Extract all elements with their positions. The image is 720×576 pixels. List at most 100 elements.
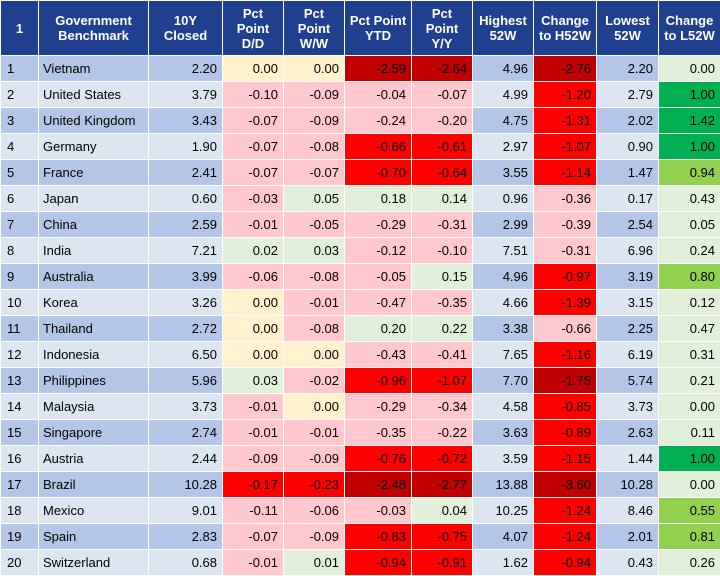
cell-yy: -0.61: [411, 133, 473, 160]
cell-benchmark: Indonesia: [38, 341, 149, 368]
cell-low: 0.90: [596, 133, 659, 160]
cell-yy: -0.64: [411, 159, 473, 186]
table-row: 13 Philippines 5.96 0.03 -0.02 -0.96 -1.07 7.70…: [0, 367, 720, 394]
cell-closed: 1.90: [148, 133, 223, 160]
cell-ww: 0.00: [283, 55, 345, 82]
cell-high: 4.07: [472, 523, 534, 550]
cell-benchmark: Brazil: [38, 471, 149, 498]
cell-dd: -0.03: [222, 185, 284, 212]
cell-yy: 0.22: [411, 315, 473, 342]
cell-closed: 10.28: [148, 471, 223, 498]
cell-ytd: -0.70: [344, 159, 412, 186]
cell-low: 1.44: [596, 445, 659, 472]
cell-chl: 0.47: [658, 315, 720, 342]
cell-benchmark: Vietnam: [38, 55, 149, 82]
table-row: 8 India 7.21 0.02 0.03 -0.12 -0.10 7.51 -0.31 6.9…: [0, 237, 720, 264]
cell-index: 7: [0, 211, 39, 238]
cell-high: 10.25: [472, 497, 534, 524]
cell-benchmark: Switzerland: [38, 549, 149, 576]
cell-high: 4.96: [472, 55, 534, 82]
cell-chh: -1.14: [533, 159, 597, 186]
cell-high: 3.59: [472, 445, 534, 472]
cell-dd: -0.07: [222, 523, 284, 550]
cell-chl: 0.43: [658, 185, 720, 212]
cell-dd: 0.00: [222, 289, 284, 316]
cell-ytd: -0.83: [344, 523, 412, 550]
cell-yy: -2.77: [411, 471, 473, 498]
cell-index: 13: [0, 367, 39, 394]
header-high: Highest 52W: [472, 0, 534, 56]
cell-closed: 2.44: [148, 445, 223, 472]
cell-benchmark: China: [38, 211, 149, 238]
cell-low: 2.25: [596, 315, 659, 342]
cell-index: 3: [0, 107, 39, 134]
cell-chh: -1.24: [533, 523, 597, 550]
cell-index: 11: [0, 315, 39, 342]
table-row: 10 Korea 3.26 0.00 -0.01 -0.47 -0.35 4.66 -1.39 3…: [0, 289, 720, 316]
cell-high: 3.63: [472, 419, 534, 446]
cell-yy: -0.72: [411, 445, 473, 472]
header-closed: 10Y Closed: [148, 0, 223, 56]
table-row: 16 Austria 2.44 -0.09 -0.09 -0.76 -0.72 3.59 -1.…: [0, 445, 720, 472]
table-row: 18 Mexico 9.01 -0.11 -0.06 -0.03 0.04 10.25 -1.2…: [0, 497, 720, 524]
cell-index: 15: [0, 419, 39, 446]
cell-dd: -0.10: [222, 81, 284, 108]
table-row: 14 Malaysia 3.73 -0.01 0.00 -0.29 -0.34 4.58 -0.…: [0, 393, 720, 420]
cell-ww: 0.01: [283, 549, 345, 576]
cell-high: 4.75: [472, 107, 534, 134]
table-row: 2 United States 3.79 -0.10 -0.09 -0.04 -0.07 4.…: [0, 81, 720, 108]
cell-index: 4: [0, 133, 39, 160]
cell-dd: -0.07: [222, 159, 284, 186]
cell-ytd: -0.66: [344, 133, 412, 160]
cell-closed: 3.73: [148, 393, 223, 420]
cell-dd: -0.01: [222, 211, 284, 238]
cell-dd: 0.02: [222, 237, 284, 264]
cell-high: 3.38: [472, 315, 534, 342]
cell-index: 5: [0, 159, 39, 186]
table-body: 1 Vietnam 2.20 0.00 0.00 -2.59 -2.64 4.96 -2.76 2…: [0, 55, 720, 576]
cell-low: 5.74: [596, 367, 659, 394]
cell-benchmark: Singapore: [38, 419, 149, 446]
cell-benchmark: India: [38, 237, 149, 264]
cell-closed: 9.01: [148, 497, 223, 524]
cell-ytd: -0.29: [344, 393, 412, 420]
cell-high: 7.65: [472, 341, 534, 368]
cell-low: 8.46: [596, 497, 659, 524]
cell-chl: 1.00: [658, 445, 720, 472]
cell-closed: 2.72: [148, 315, 223, 342]
cell-benchmark: United Kingdom: [38, 107, 149, 134]
cell-dd: -0.01: [222, 419, 284, 446]
cell-dd: -0.17: [222, 471, 284, 498]
cell-ww: -0.08: [283, 315, 345, 342]
cell-index: 14: [0, 393, 39, 420]
cell-ww: -0.06: [283, 497, 345, 524]
cell-ww: -0.09: [283, 523, 345, 550]
cell-index: 9: [0, 263, 39, 290]
cell-ytd: 0.20: [344, 315, 412, 342]
cell-yy: -0.20: [411, 107, 473, 134]
cell-benchmark: Mexico: [38, 497, 149, 524]
cell-dd: -0.07: [222, 107, 284, 134]
cell-chl: 1.00: [658, 133, 720, 160]
cell-high: 13.88: [472, 471, 534, 498]
cell-benchmark: Japan: [38, 185, 149, 212]
cell-chh: -1.75: [533, 367, 597, 394]
cell-low: 6.19: [596, 341, 659, 368]
cell-dd: 0.00: [222, 341, 284, 368]
cell-closed: 2.74: [148, 419, 223, 446]
cell-closed: 2.59: [148, 211, 223, 238]
cell-ww: -0.09: [283, 81, 345, 108]
cell-low: 2.79: [596, 81, 659, 108]
cell-chl: 0.00: [658, 393, 720, 420]
cell-low: 2.63: [596, 419, 659, 446]
table-row: 15 Singapore 2.74 -0.01 -0.01 -0.35 -0.22 3.63-…: [0, 419, 720, 446]
cell-chh: -1.07: [533, 133, 597, 160]
cell-yy: -0.35: [411, 289, 473, 316]
cell-high: 2.97: [472, 133, 534, 160]
cell-index: 8: [0, 237, 39, 264]
cell-low: 3.73: [596, 393, 659, 420]
cell-ww: -0.09: [283, 107, 345, 134]
table-row: 1 Vietnam 2.20 0.00 0.00 -2.59 -2.64 4.96 -2.76 2…: [0, 55, 720, 82]
cell-yy: -0.91: [411, 549, 473, 576]
cell-low: 2.01: [596, 523, 659, 550]
